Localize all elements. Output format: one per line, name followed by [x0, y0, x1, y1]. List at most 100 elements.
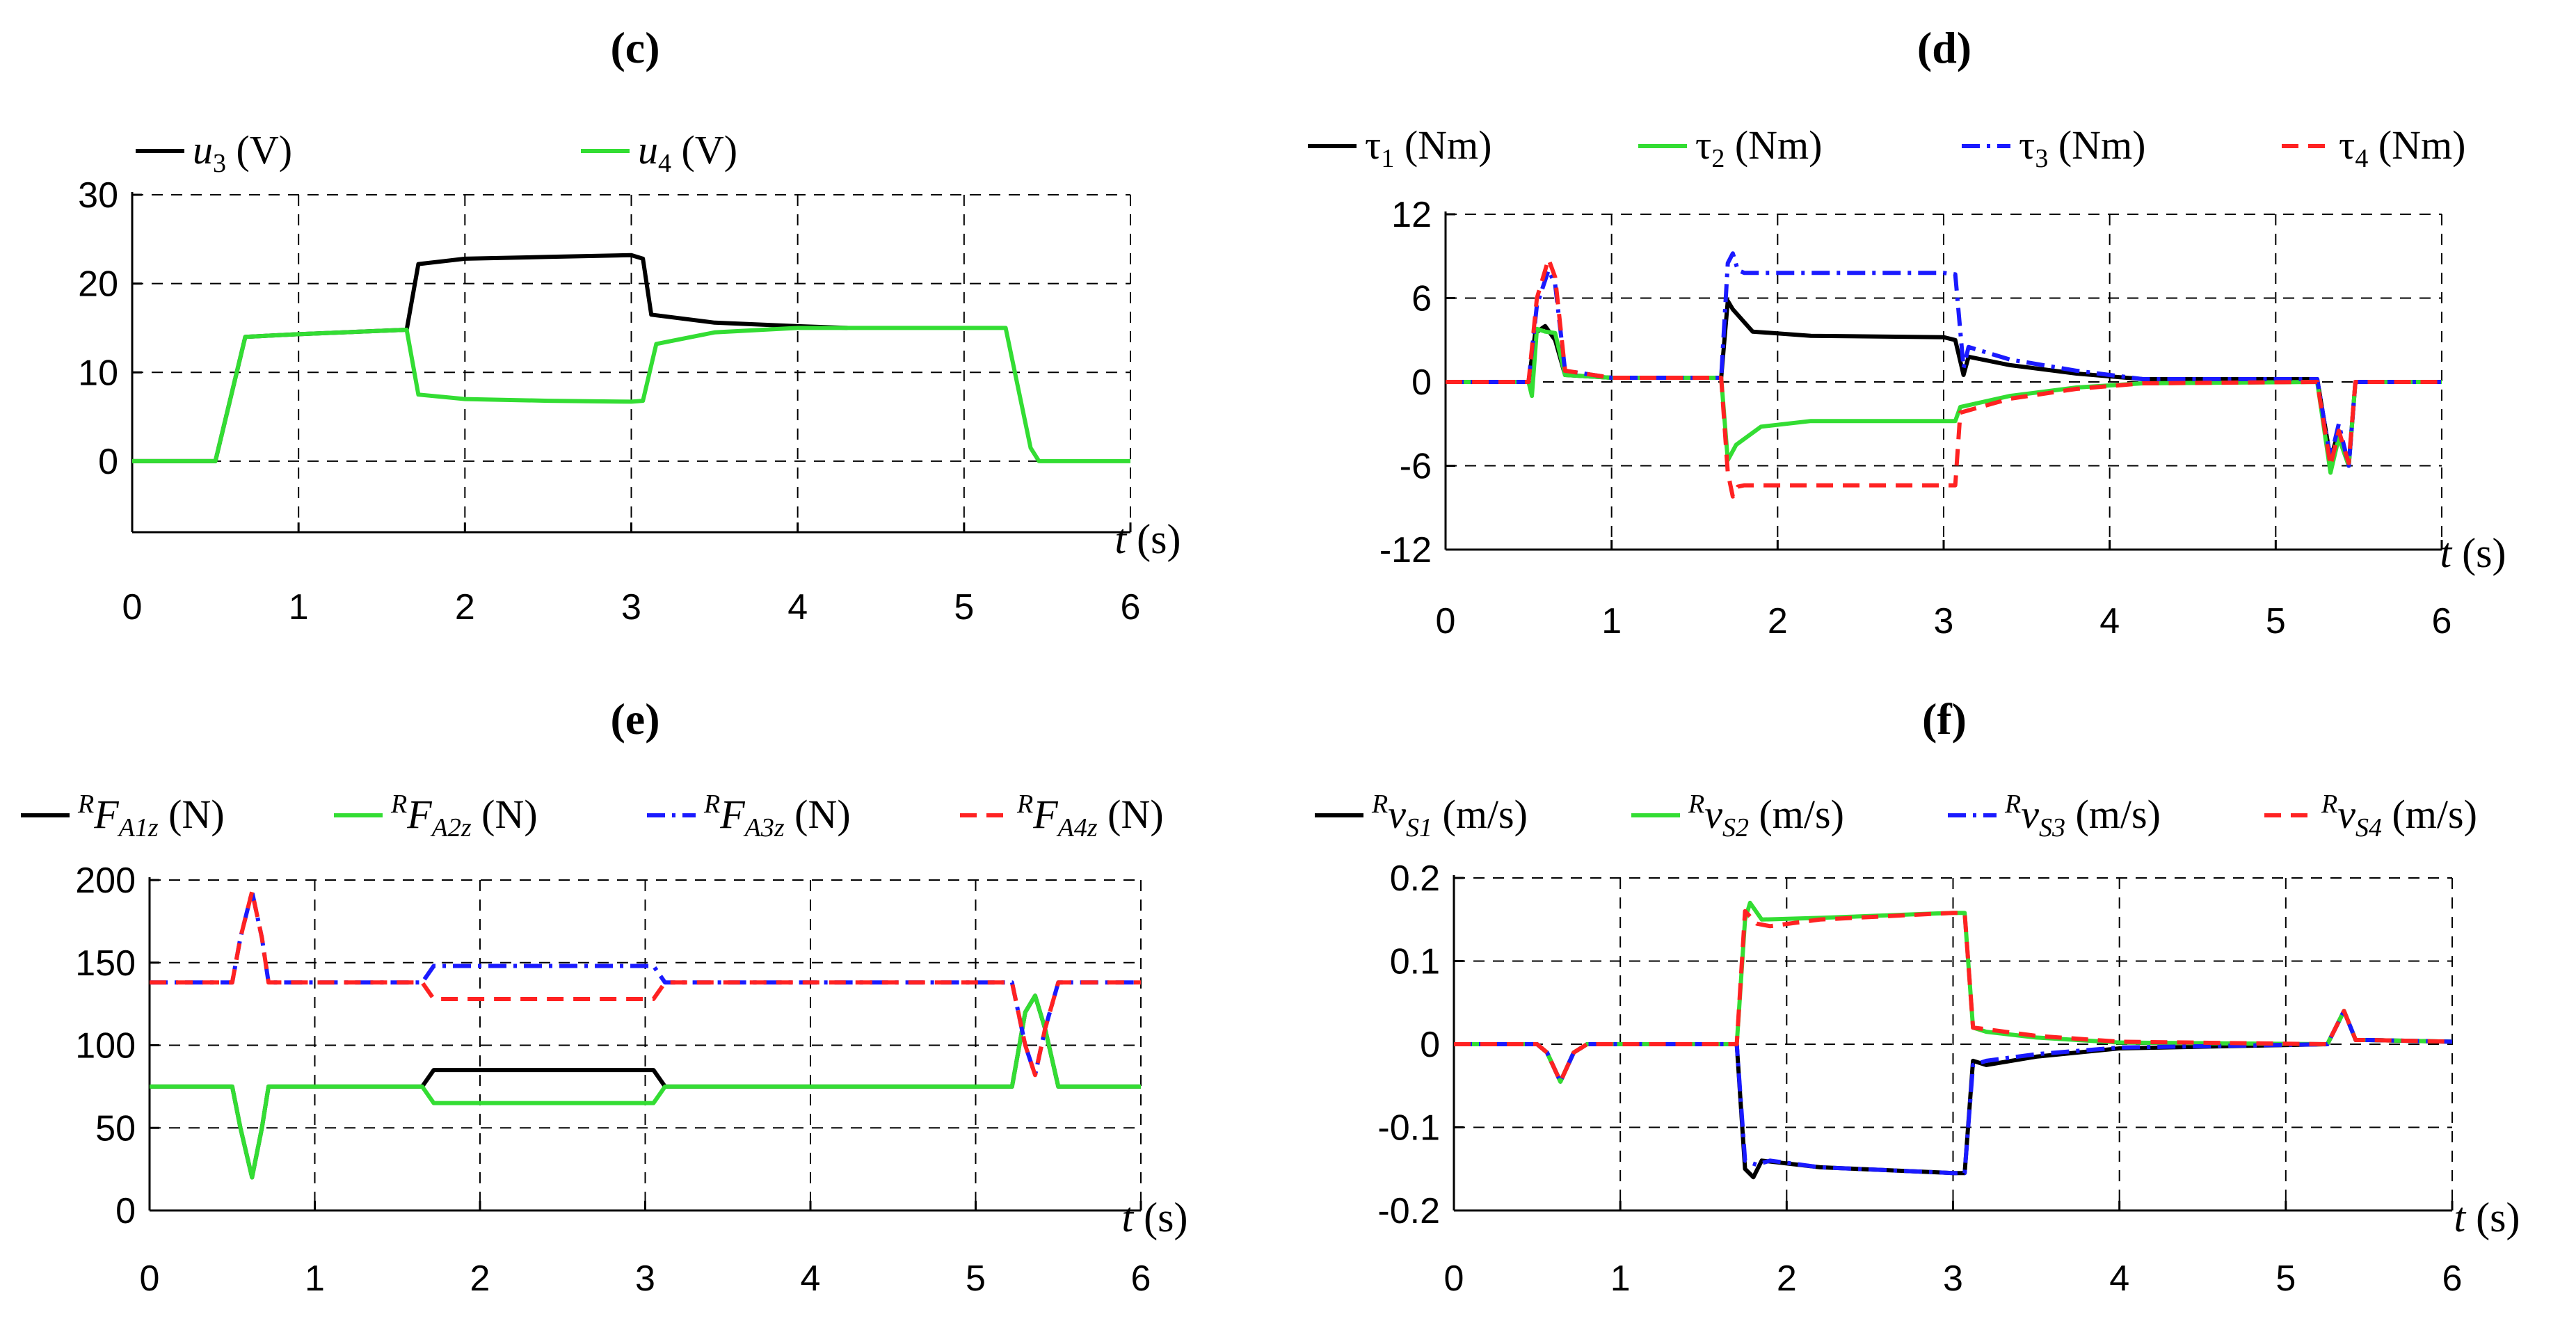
series-line-2 — [150, 993, 1141, 1180]
legend-main: F — [93, 792, 119, 837]
legend-item: RvS3 (m/s) — [1948, 790, 2161, 842]
y-tick-label: 6 — [1411, 279, 1432, 319]
x-tick-label: 4 — [2109, 1258, 2129, 1299]
x-tick-label: 4 — [801, 1258, 821, 1299]
y-tick-label: 12 — [1391, 195, 1432, 235]
legend-label: u3 (V) — [193, 127, 292, 178]
legend-sub: A4z — [1056, 813, 1098, 842]
x-tick-label: 5 — [954, 587, 974, 627]
legend-unit: (Nm) — [1394, 122, 1491, 168]
legend-item: RvS2 (m/s) — [1631, 790, 1844, 842]
y-tick-label: 0 — [98, 442, 118, 482]
legend-item: u4 (V) — [581, 127, 737, 178]
legend-main: v — [1388, 792, 1406, 837]
series-line-4 — [150, 889, 1141, 1078]
x-axis-label-var: t — [2454, 1194, 2467, 1240]
legend-label: u4 (V) — [638, 127, 737, 178]
legend-unit: (m/s) — [2382, 792, 2477, 837]
legend-main: τ — [2019, 122, 2035, 168]
x-axis-label-unit: (s) — [2451, 530, 2506, 576]
y-tick-label: -0.1 — [1377, 1108, 1440, 1149]
x-tick-label: 5 — [2266, 601, 2286, 641]
legend-label: RvS1 (m/s) — [1371, 790, 1528, 842]
x-axis-label: t (s) — [1122, 1194, 1188, 1240]
legend-label: τ1 (Nm) — [1365, 122, 1491, 173]
panel-3: (f)0 1 2 3 4 5 6-0.2-0.100.10.2t (s)RvS1 (m/s)… — [1315, 694, 2520, 1299]
y-tick-label: -12 — [1379, 530, 1432, 570]
x-tick-label: 6 — [1131, 1258, 1151, 1299]
y-tick-label: 50 — [95, 1108, 136, 1149]
legend-label: RFA1z (N) — [77, 790, 225, 842]
legend-label: τ3 (Nm) — [2019, 122, 2145, 173]
y-tick-label: 0 — [115, 1191, 136, 1231]
x-tick-label: 6 — [2432, 601, 2452, 641]
legend-unit: (m/s) — [1749, 792, 1844, 837]
legend-sub: A3z — [743, 813, 785, 842]
legend-unit: (N) — [785, 792, 851, 837]
x-tick-label: 3 — [635, 1258, 655, 1299]
x-tick-label: 5 — [966, 1258, 986, 1299]
legend-label: RvS4 (m/s) — [2321, 790, 2477, 842]
legend-unit: (Nm) — [2368, 122, 2465, 168]
y-tick-label: 30 — [78, 175, 118, 216]
legend-main: u — [638, 127, 658, 173]
legend-main: v — [1704, 792, 1722, 837]
x-axis-label-var: t — [2440, 530, 2453, 576]
legend-sub: 2 — [1711, 144, 1725, 173]
y-tick-label: 100 — [75, 1026, 136, 1066]
panel-title: (e) — [610, 694, 659, 744]
legend-unit: (m/s) — [1432, 792, 1528, 837]
legend-unit: (N) — [472, 792, 538, 837]
legend-main: F — [719, 792, 745, 837]
legend-pre: R — [1688, 790, 1704, 819]
series-line-2 — [1446, 326, 2442, 475]
legend-sub: S3 — [2039, 813, 2065, 842]
y-tick-label: 10 — [78, 353, 118, 393]
legend-label: RvS2 (m/s) — [1688, 790, 1844, 842]
x-axis-label-unit: (s) — [2465, 1194, 2520, 1240]
legend-label: RFA2z (N) — [390, 790, 538, 842]
legend-unit: (N) — [159, 792, 225, 837]
legend-sub: S1 — [1406, 813, 1432, 842]
legend-pre: R — [1371, 790, 1388, 819]
legend-sub: A2z — [430, 813, 472, 842]
legend-item: τ4 (Nm) — [2282, 122, 2465, 173]
legend-pre: R — [2321, 790, 2337, 819]
y-tick-label: 0 — [1411, 362, 1432, 403]
x-tick-label: 0 — [122, 587, 143, 627]
legend-sub: 1 — [1381, 144, 1394, 173]
x-tick-label: 3 — [1934, 601, 1954, 641]
x-tick-label: 2 — [470, 1258, 490, 1299]
legend-main: v — [2337, 792, 2355, 837]
legend-unit: (Nm) — [2048, 122, 2145, 168]
legend-label: RFA3z (N) — [703, 790, 851, 842]
legend-main: v — [2021, 792, 2039, 837]
x-axis-label: t (s) — [2454, 1194, 2520, 1240]
series-line-4 — [1454, 909, 2453, 1084]
legend-unit: (V) — [671, 127, 737, 173]
legend-item: τ3 (Nm) — [1962, 122, 2145, 173]
legend-item: τ2 (Nm) — [1638, 122, 1822, 173]
panel-title: (f) — [1922, 694, 1967, 744]
legend-sub: S2 — [1722, 813, 1749, 842]
legend-sub: A1z — [117, 813, 159, 842]
legend-item: RFA1z (N) — [21, 790, 225, 842]
x-tick-label: 5 — [2275, 1258, 2296, 1299]
y-tick-label: 0 — [1420, 1025, 1440, 1065]
y-tick-label: -6 — [1400, 447, 1432, 487]
x-tick-label: 2 — [1768, 601, 1788, 641]
x-axis-label: t (s) — [2440, 530, 2506, 576]
legend-item: RvS1 (m/s) — [1315, 790, 1528, 842]
x-axis-label-unit: (s) — [1133, 1194, 1187, 1240]
legend-pre: R — [1016, 790, 1033, 819]
x-axis-label-unit: (s) — [1126, 516, 1181, 562]
panel-title: (c) — [610, 23, 659, 72]
legend-label: τ4 (Nm) — [2339, 122, 2465, 173]
legend-item: RvS4 (m/s) — [2264, 790, 2477, 842]
legend-label: τ2 (Nm) — [1695, 122, 1822, 173]
x-tick-label: 3 — [1943, 1258, 1963, 1299]
legend-pre: R — [703, 790, 720, 819]
legend-pre: R — [77, 790, 94, 819]
legend-item: RFA4z (N) — [960, 790, 1164, 842]
